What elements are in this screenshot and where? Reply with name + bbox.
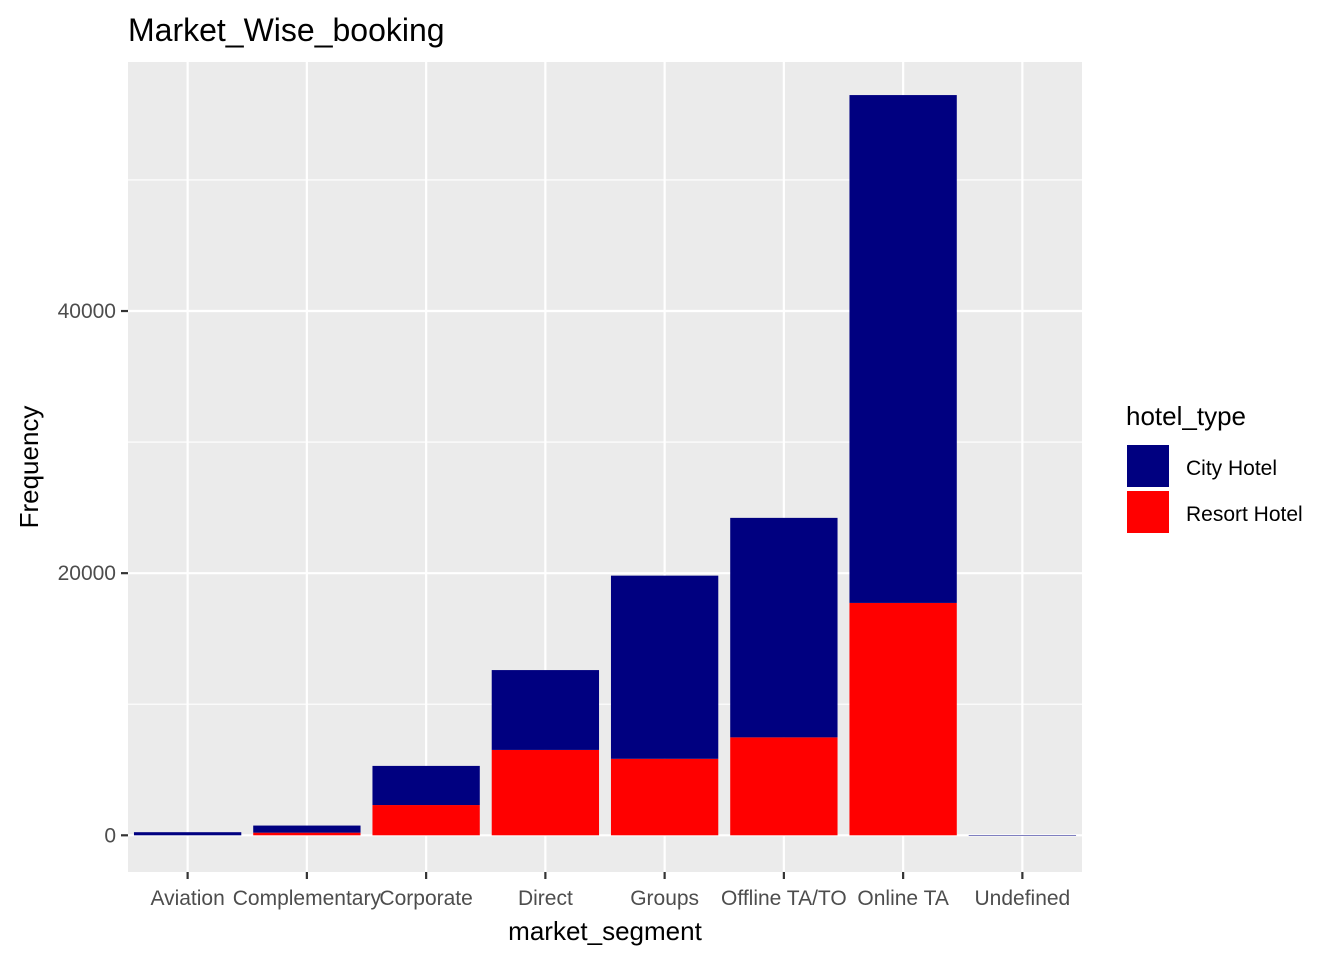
bar-direct-city-hotel — [491, 670, 600, 750]
y-tick-label: 20000 — [58, 562, 116, 585]
bar-offline-ta-to-city-hotel — [730, 517, 838, 738]
bar-complementary-city-hotel — [253, 825, 361, 833]
bar-aviation-city-hotel — [133, 832, 242, 836]
bar-complementary-resort-hotel — [253, 832, 361, 836]
stacked-bars — [133, 95, 1077, 836]
x-axis-title: market_segment — [508, 916, 702, 946]
bar-offline-ta-to-resort-hotel — [730, 737, 838, 836]
x-tick-label-groups: Groups — [630, 887, 699, 910]
x-tick-label-direct: Direct — [518, 887, 573, 910]
legend-key-resort-hotel — [1127, 491, 1169, 533]
bar-corporate-resort-hotel — [372, 805, 480, 836]
x-tick-label-online-ta: Online TA — [857, 887, 948, 910]
legend: hotel_type City Hotel Resort Hotel — [1126, 401, 1303, 533]
y-axis-title: Frequency — [14, 406, 44, 529]
y-tick-label: 40000 — [58, 300, 116, 323]
bar-online-ta-city-hotel — [849, 95, 957, 603]
bar-online-ta-resort-hotel — [849, 602, 957, 836]
legend-title: hotel_type — [1126, 401, 1246, 431]
legend-label-city-hotel: City Hotel — [1186, 457, 1277, 480]
bar-direct-resort-hotel — [491, 749, 600, 836]
legend-key-city-hotel — [1127, 445, 1169, 487]
x-tick-label-offline-ta-to: Offline TA/TO — [721, 887, 847, 910]
bar-groups-resort-hotel — [610, 758, 719, 836]
bar-corporate-city-hotel — [372, 765, 480, 806]
x-tick-label-corporate: Corporate — [379, 887, 472, 910]
chart-title: Market_Wise_booking — [128, 12, 445, 48]
x-tick-label-complementary: Complementary — [233, 887, 382, 910]
legend-label-resort-hotel: Resort Hotel — [1186, 503, 1303, 526]
x-tick-label-undefined: Undefined — [975, 887, 1071, 910]
bar-groups-city-hotel — [610, 575, 719, 759]
y-axis: 0 20000 40000 — [58, 300, 128, 847]
x-tick-label-aviation: Aviation — [150, 887, 224, 910]
y-tick-label: 0 — [104, 824, 116, 847]
bar-undefined-city-hotel — [968, 835, 1077, 836]
